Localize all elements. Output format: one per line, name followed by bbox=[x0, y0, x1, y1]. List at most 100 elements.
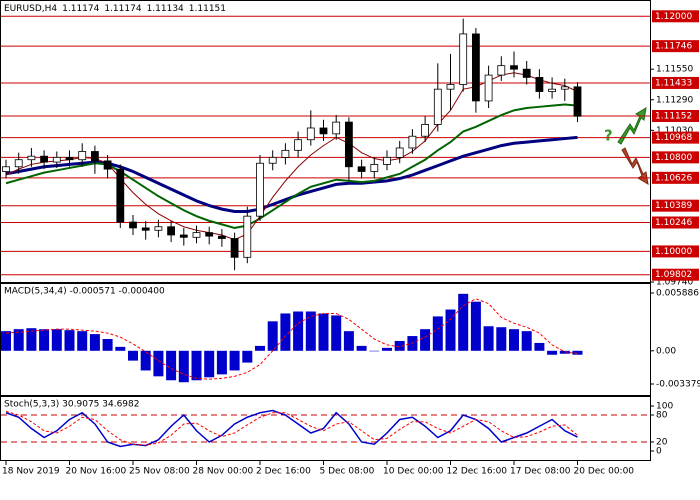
y-tick-label: 0 bbox=[656, 447, 662, 457]
candle-body bbox=[560, 86, 569, 90]
level-label: 1.11746 bbox=[655, 42, 692, 52]
macd-bar bbox=[420, 329, 431, 351]
candle-body bbox=[154, 226, 163, 231]
main-panel bbox=[0, 0, 651, 283]
level-label: 1.10968 bbox=[655, 133, 692, 143]
y-tick-label: 0.00 bbox=[656, 346, 676, 356]
x-tick-label: 12 Dec 16:00 bbox=[447, 467, 508, 477]
macd-bar bbox=[394, 340, 405, 351]
x-tick-label: 10 Dec 00:00 bbox=[383, 467, 444, 477]
x-tick-label: 2 Dec 16:00 bbox=[256, 467, 311, 477]
level-label-bg bbox=[652, 40, 699, 53]
candle-body bbox=[395, 147, 404, 158]
candle-body bbox=[306, 127, 315, 141]
candle-body bbox=[383, 156, 391, 165]
macd-bar bbox=[432, 316, 443, 351]
candle-body bbox=[230, 238, 239, 258]
candle-body bbox=[27, 155, 36, 161]
level-label-bg bbox=[652, 268, 699, 281]
y-tick-label: 1.09740 bbox=[656, 278, 693, 288]
macd-bar bbox=[204, 350, 215, 378]
stoch-panel bbox=[0, 396, 651, 461]
candle-body bbox=[141, 227, 150, 231]
candle-body bbox=[497, 65, 506, 76]
macd-bar bbox=[140, 350, 151, 371]
macd-bar bbox=[216, 350, 227, 375]
level-label-bg bbox=[652, 131, 699, 144]
candle-body bbox=[192, 232, 201, 238]
x-tick-label: 18 Nov 2019 bbox=[2, 467, 60, 477]
level-label-bg bbox=[652, 199, 699, 212]
level-label: 1.10389 bbox=[655, 201, 692, 211]
candle-body bbox=[294, 139, 303, 151]
macd-bar bbox=[318, 313, 329, 351]
ohlc-value: 1.11151 bbox=[189, 4, 226, 14]
y-tick-label: 80 bbox=[656, 411, 668, 421]
level-label: 1.09802 bbox=[655, 270, 692, 280]
level-label-bg bbox=[652, 151, 699, 164]
annotation: ? bbox=[604, 127, 613, 145]
candle-body bbox=[52, 156, 61, 163]
candle-body bbox=[535, 77, 544, 92]
signal-line bbox=[5, 298, 578, 380]
x-tick-label: 20 Dec 00:00 bbox=[574, 467, 635, 477]
frame bbox=[0, 0, 651, 461]
macd-bar bbox=[445, 309, 456, 351]
macd-bar bbox=[356, 345, 367, 351]
macd-bar bbox=[343, 331, 354, 351]
candle-body bbox=[408, 135, 417, 149]
macd-bar bbox=[534, 342, 545, 351]
macd-bar bbox=[26, 328, 37, 351]
macd-bar bbox=[89, 334, 100, 351]
macd-title: MACD(5,34,4) -0.000571 -0.000400 bbox=[4, 287, 165, 297]
y-tick-label: 1.11550 bbox=[656, 65, 693, 75]
macd-bar bbox=[128, 350, 138, 361]
macd-bar bbox=[64, 330, 75, 351]
x-tick-label: 28 Nov 00:00 bbox=[193, 467, 254, 477]
macd-bar bbox=[1, 331, 11, 351]
macd-bar bbox=[458, 293, 469, 351]
macd-bar bbox=[191, 350, 202, 381]
candle-body bbox=[332, 121, 341, 135]
macd-bar bbox=[305, 311, 316, 351]
candle-body bbox=[91, 151, 99, 162]
up-arrow bbox=[617, 107, 647, 145]
candle-body bbox=[40, 155, 48, 163]
y-tick-label: 1.11290 bbox=[656, 95, 693, 105]
macd-bar bbox=[178, 350, 189, 383]
macd-bar bbox=[521, 331, 532, 351]
candle-body bbox=[116, 168, 125, 223]
level-label: 1.11152 bbox=[655, 111, 692, 121]
macd-bar bbox=[331, 315, 342, 351]
macd-bar bbox=[267, 321, 278, 351]
candle-body bbox=[256, 162, 264, 217]
stoch-title: Stoch(5,3,3) 30.9075 34.6982 bbox=[4, 400, 139, 410]
candle-body bbox=[205, 232, 214, 237]
macd-bar bbox=[293, 311, 304, 351]
macd-bar bbox=[255, 345, 265, 351]
candle-body bbox=[243, 215, 252, 258]
level-label: 1.10626 bbox=[655, 173, 692, 183]
x-tick-label: 5 Dec 08:00 bbox=[320, 467, 375, 477]
macd-bar bbox=[166, 350, 177, 381]
candle-body bbox=[370, 164, 379, 172]
level-label-bg bbox=[652, 76, 699, 89]
macd-bar bbox=[369, 350, 380, 352]
level-label: 1.11433 bbox=[655, 78, 692, 88]
candle-body bbox=[217, 235, 226, 239]
macd-bar bbox=[115, 346, 126, 351]
level-label-bg bbox=[652, 245, 699, 258]
candle-body bbox=[459, 33, 468, 85]
candle-body bbox=[319, 127, 328, 135]
candle-body bbox=[344, 121, 353, 168]
macd-bar bbox=[509, 329, 519, 351]
candle-body bbox=[471, 33, 480, 102]
macd-bar bbox=[153, 350, 164, 377]
y-tick-label: 100 bbox=[656, 402, 673, 412]
candle-body bbox=[357, 166, 366, 172]
candle-body bbox=[268, 156, 277, 164]
level-label: 1.10000 bbox=[655, 247, 692, 257]
macd-bar bbox=[496, 327, 507, 351]
moving-average bbox=[5, 72, 578, 241]
